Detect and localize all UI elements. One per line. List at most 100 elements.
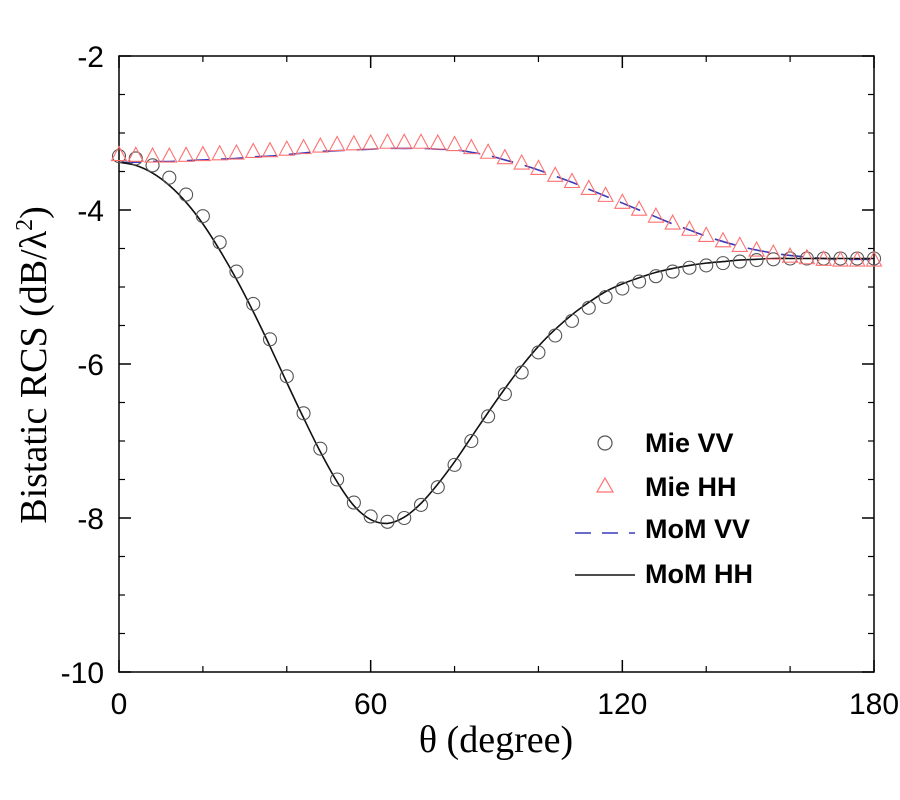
data-point-mie-vv: [447, 457, 462, 472]
data-point-mie-hh: [798, 248, 816, 265]
y-tick-label: -4: [77, 195, 104, 228]
data-point-mie-hh: [748, 240, 765, 257]
data-point-mie-vv: [397, 510, 412, 526]
data-point-mie-vv: [346, 495, 361, 510]
data-point-mie-hh: [848, 250, 866, 267]
data-point-mie-hh: [479, 143, 497, 159]
series-mom-hh: [118, 161, 874, 525]
data-point-mie-vv: [212, 235, 227, 250]
data-point-mie-vv: [246, 296, 261, 311]
data-point-mie-vv: [682, 260, 697, 275]
x-tick-labels: 0 60 120 180: [111, 688, 899, 721]
data-point-mie-hh: [395, 133, 413, 149]
data-point-mie-hh: [731, 236, 749, 252]
data-point-mie-hh: [446, 135, 463, 152]
data-point-mie-vv: [195, 209, 210, 224]
data-point-mie-vv: [564, 313, 580, 328]
data-point-mie-hh: [580, 179, 598, 195]
data-point-mie-vv: [413, 497, 429, 512]
data-point-mie-vv: [279, 369, 294, 384]
data-point-mie-vv: [648, 269, 663, 284]
data-point-mie-vv: [179, 187, 194, 202]
data-point-mie-hh: [647, 206, 665, 223]
x-tick-label: 0: [111, 688, 128, 721]
data-point-mie-hh: [513, 153, 531, 170]
data-point-mie-hh: [714, 231, 732, 248]
y-tick-label: -8: [77, 503, 104, 536]
data-point-mie-vv: [262, 332, 278, 347]
data-point-mie-vv: [732, 254, 747, 269]
data-point-mie-vv: [162, 170, 177, 185]
y-axis-title-superscript: 2: [12, 219, 38, 231]
data-point-mie-hh: [127, 146, 145, 162]
data-point-mie-vv: [145, 158, 160, 173]
legend-swatch-mie-hh: [595, 476, 615, 493]
x-tick-label: 60: [354, 688, 387, 721]
data-point-mie-hh: [462, 138, 480, 155]
x-tick-label: 180: [849, 688, 899, 721]
data-point-mie-vv: [783, 251, 798, 266]
data-point-mie-hh: [664, 213, 682, 230]
data-point-mie-hh: [244, 142, 262, 159]
data-point-mie-vv: [497, 386, 512, 402]
data-point-mie-hh: [815, 250, 833, 266]
data-point-mie-hh: [228, 143, 245, 160]
y-axis-title-main: Bistatic RCS (dB/λ: [13, 230, 55, 523]
data-point-mie-vv: [363, 509, 378, 524]
data-point-mie-hh: [597, 186, 614, 202]
data-point-mie-vv: [665, 264, 680, 279]
legend-label-mie-hh: Mie HH: [645, 472, 737, 502]
y-tick-labels: -2 -4 -6 -8 -10: [61, 41, 104, 690]
legend-label-mom-vv: MoM VV: [645, 514, 750, 544]
data-point-mie-hh: [311, 136, 329, 153]
data-point-mie-vv: [715, 256, 731, 271]
data-point-mie-hh: [345, 134, 363, 151]
series-mie-vv: [111, 149, 882, 529]
data-point-mie-vv: [330, 472, 345, 487]
plot-frame: [118, 55, 875, 673]
axis-ticks: [118, 55, 875, 673]
data-point-mie-vv: [598, 289, 613, 305]
series-mom-vv: [118, 147, 874, 261]
data-point-mie-vv: [313, 441, 328, 456]
data-point-mie-vv: [514, 365, 529, 380]
data-point-mie-hh: [530, 159, 547, 175]
data-point-mie-hh: [697, 226, 715, 242]
data-point-mie-hh: [496, 148, 514, 165]
data-point-mie-hh: [563, 172, 581, 189]
data-point-mie-hh: [681, 220, 698, 236]
data-point-mie-hh: [194, 145, 212, 162]
series-line-mom-vv: [118, 147, 874, 261]
data-point-mie-vv: [548, 328, 563, 343]
data-point-mie-hh: [379, 133, 396, 149]
x-tick-label: 120: [597, 688, 647, 721]
series-layer: [110, 133, 883, 529]
data-point-mie-hh: [160, 146, 178, 163]
data-point-mie-vv: [380, 514, 395, 529]
series-line-mom-hh: [118, 161, 874, 525]
data-point-mie-vv: [430, 480, 445, 495]
data-point-mie-hh: [613, 193, 631, 209]
data-point-mie-hh: [429, 133, 447, 150]
data-point-mie-hh: [832, 250, 849, 267]
data-point-mie-hh: [412, 133, 430, 149]
data-point-mie-vv: [581, 300, 596, 315]
data-point-mie-hh: [328, 135, 346, 152]
y-axis-title: Bistatic RCS (dB/λ2): [12, 206, 55, 524]
data-point-mie-vv: [464, 433, 479, 449]
data-point-mie-hh: [546, 166, 564, 182]
legend-swatch-mie-vv: [597, 435, 613, 451]
data-point-mie-hh: [865, 250, 883, 267]
data-point-mie-vv: [615, 281, 630, 296]
data-point-mie-vv: [296, 406, 311, 421]
data-point-mie-hh: [295, 138, 312, 155]
data-point-mie-hh: [261, 141, 279, 158]
data-point-mie-hh: [177, 146, 195, 162]
data-point-mie-hh: [211, 144, 229, 161]
series-mie-hh: [110, 133, 883, 267]
data-point-mie-vv: [111, 149, 127, 164]
data-point-mie-hh: [278, 140, 296, 156]
data-point-mie-vv: [699, 258, 714, 273]
data-point-mie-hh: [362, 133, 380, 150]
